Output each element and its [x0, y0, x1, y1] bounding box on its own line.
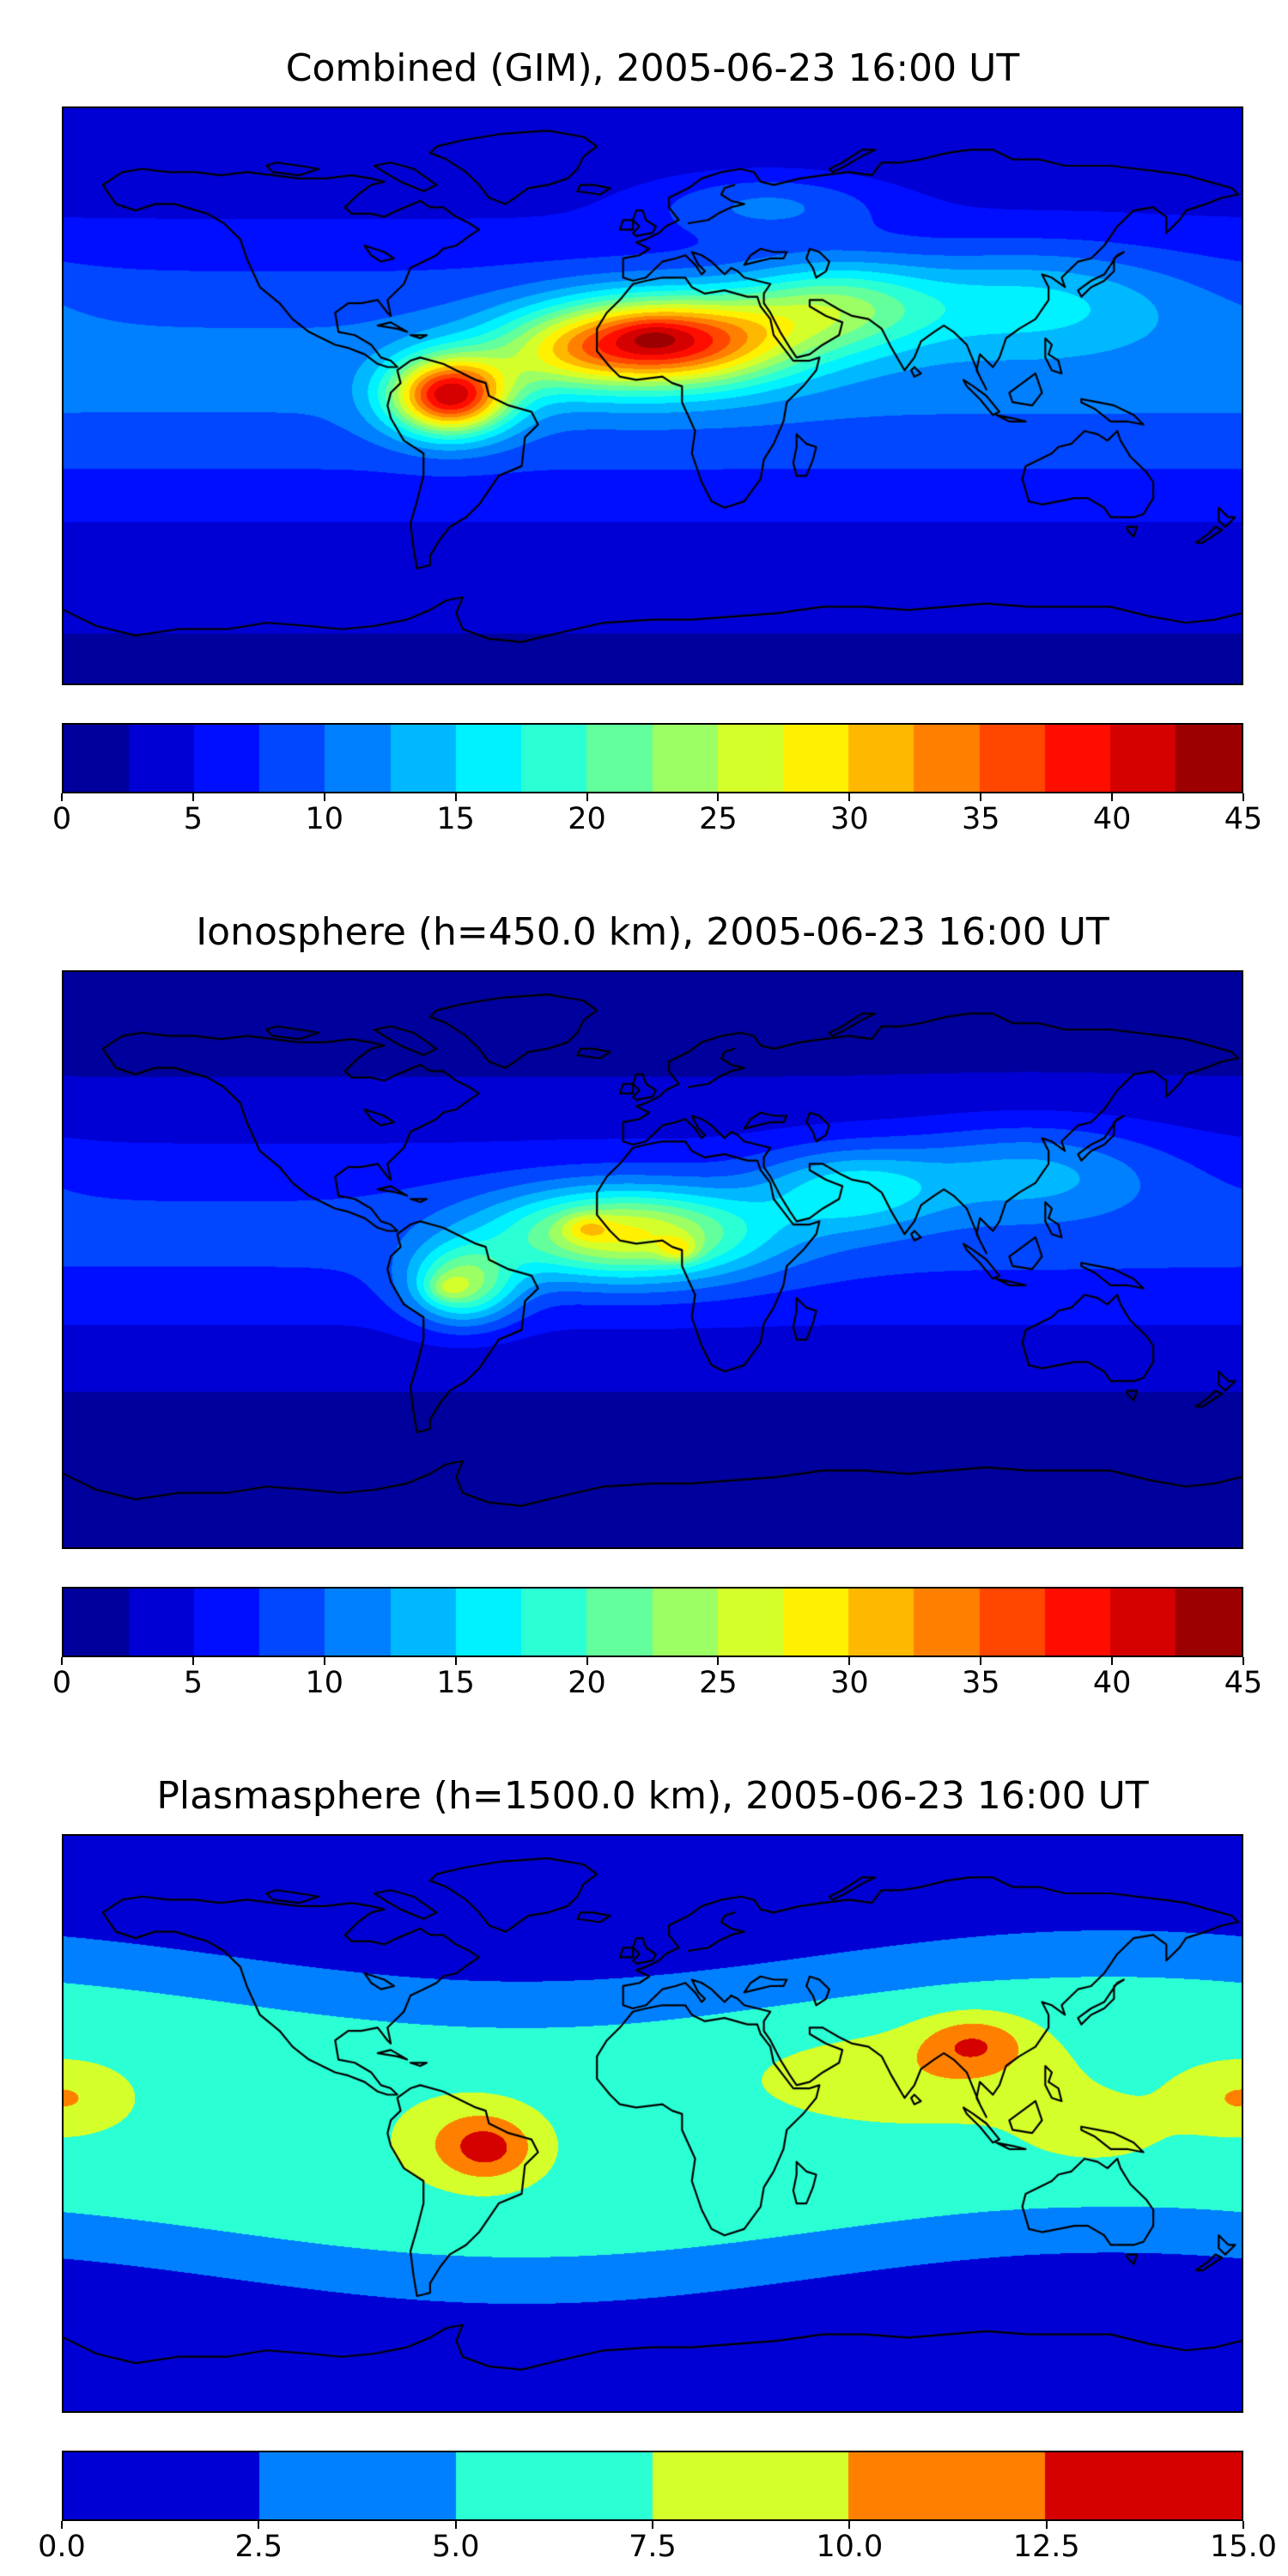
map-canvas-ionosphere	[62, 970, 1243, 1549]
colorbar-tick-mark	[191, 1657, 194, 1665]
colorbar-tick-label: 30	[830, 802, 869, 836]
colorbar-tick-mark	[980, 1657, 982, 1665]
colorbar-tick-mark	[586, 793, 588, 801]
colorbar-tick-label: 5.0	[431, 2530, 480, 2564]
colorbar-tick-label: 12.5	[1012, 2530, 1080, 2564]
colorbar-tick-mark	[1242, 1657, 1244, 1665]
colorbar-tick-label: 45	[1224, 1666, 1263, 1700]
colorbar-tick-label: 40	[1092, 1666, 1132, 1700]
panel-ionosphere: Ionosphere (h=450.0 km), 2005-06-23 16:0…	[0, 912, 1288, 1704]
colorbar-tick-mark	[1242, 793, 1244, 801]
colorbar-tick-label: 35	[961, 802, 1000, 836]
colorbar-tick-label: 20	[568, 1666, 606, 1700]
colorbar-tick-label: 20	[568, 802, 606, 836]
colorbar-tick-mark	[980, 793, 982, 801]
colorbar-tick-mark	[191, 793, 194, 801]
colorbar-tick-mark	[652, 2521, 653, 2529]
colorbar-tick-mark	[1045, 2521, 1048, 2529]
colorbar-ticks-combined: 0 5 10 15 20 25 30 35 40 45	[52, 793, 1262, 840]
colorbar-tick-mark	[323, 793, 325, 801]
panel-title-plasmasphere: Plasmasphere (h=1500.0 km), 2005-06-23 1…	[156, 1774, 1149, 1818]
colorbar-tick-mark	[717, 1657, 720, 1665]
colorbar-tick-mark	[61, 793, 63, 801]
colorbar-tick-mark	[454, 793, 457, 801]
colorbar-tick-label: 5	[183, 1666, 204, 1700]
colorbar-tick-label: 5	[183, 802, 204, 836]
colorbar-tick-label: 25	[699, 802, 738, 836]
map-canvas-plasmasphere	[62, 1834, 1243, 2413]
colorbar-tick-label: 10	[305, 1666, 344, 1700]
panel-plasmasphere: Plasmasphere (h=1500.0 km), 2005-06-23 1…	[0, 1776, 1288, 2567]
colorbar-tick-label: 45	[1224, 802, 1263, 836]
colorbar-ionosphere	[62, 1587, 1243, 1657]
panel-title-ionosphere: Ionosphere (h=450.0 km), 2005-06-23 16:0…	[196, 910, 1109, 954]
colorbar-tick-label: 0	[52, 802, 72, 836]
colorbar-tick-label: 10.0	[816, 2530, 884, 2564]
colorbar-plasmasphere	[62, 2451, 1243, 2521]
panel-combined-gim: Combined (GIM), 2005-06-23 16:00 UT 0 5 10…	[0, 48, 1288, 840]
colorbar-tick-mark	[848, 793, 851, 801]
colorbar-tick-label: 0.0	[38, 2530, 86, 2564]
colorbar-tick-mark	[1111, 793, 1114, 801]
colorbar-tick-mark	[323, 1657, 325, 1665]
colorbar-combined	[62, 723, 1243, 793]
panel-title-combined: Combined (GIM), 2005-06-23 16:00 UT	[285, 46, 1020, 90]
colorbar-tick-label: 35	[961, 1666, 1000, 1700]
colorbar-tick-label: 15	[436, 1666, 475, 1700]
colorbar-ticks-ionosphere: 0 5 10 15 20 25 30 35 40 45	[52, 1657, 1262, 1704]
colorbar-tick-label: 40	[1092, 802, 1132, 836]
colorbar-tick-mark	[586, 1657, 588, 1665]
colorbar-tick-mark	[258, 2521, 260, 2529]
colorbar-tick-mark	[454, 1657, 457, 1665]
colorbar-tick-label: 25	[699, 1666, 738, 1700]
colorbar-tick-label: 2.5	[234, 2530, 283, 2564]
colorbar-tick-mark	[1111, 1657, 1114, 1665]
colorbar-tick-mark	[848, 2521, 851, 2529]
colorbar-tick-mark	[61, 2521, 63, 2529]
colorbar-tick-label: 15.0	[1210, 2530, 1277, 2564]
map-canvas-combined	[62, 106, 1243, 685]
colorbar-tick-label: 10	[305, 802, 344, 836]
colorbar-tick-label: 0	[52, 1666, 72, 1700]
colorbar-tick-mark	[848, 1657, 851, 1665]
colorbar-ticks-plasmasphere: 0.0 2.5 5.0 7.5 10.0 12.5 15.0	[38, 2521, 1277, 2567]
colorbar-tick-mark	[717, 793, 720, 801]
colorbar-tick-mark	[61, 1657, 63, 1665]
colorbar-tick-mark	[1242, 2521, 1244, 2529]
colorbar-tick-mark	[454, 2521, 457, 2529]
colorbar-tick-label: 30	[830, 1666, 869, 1700]
colorbar-tick-label: 15	[436, 802, 475, 836]
colorbar-tick-label: 7.5	[629, 2530, 677, 2564]
